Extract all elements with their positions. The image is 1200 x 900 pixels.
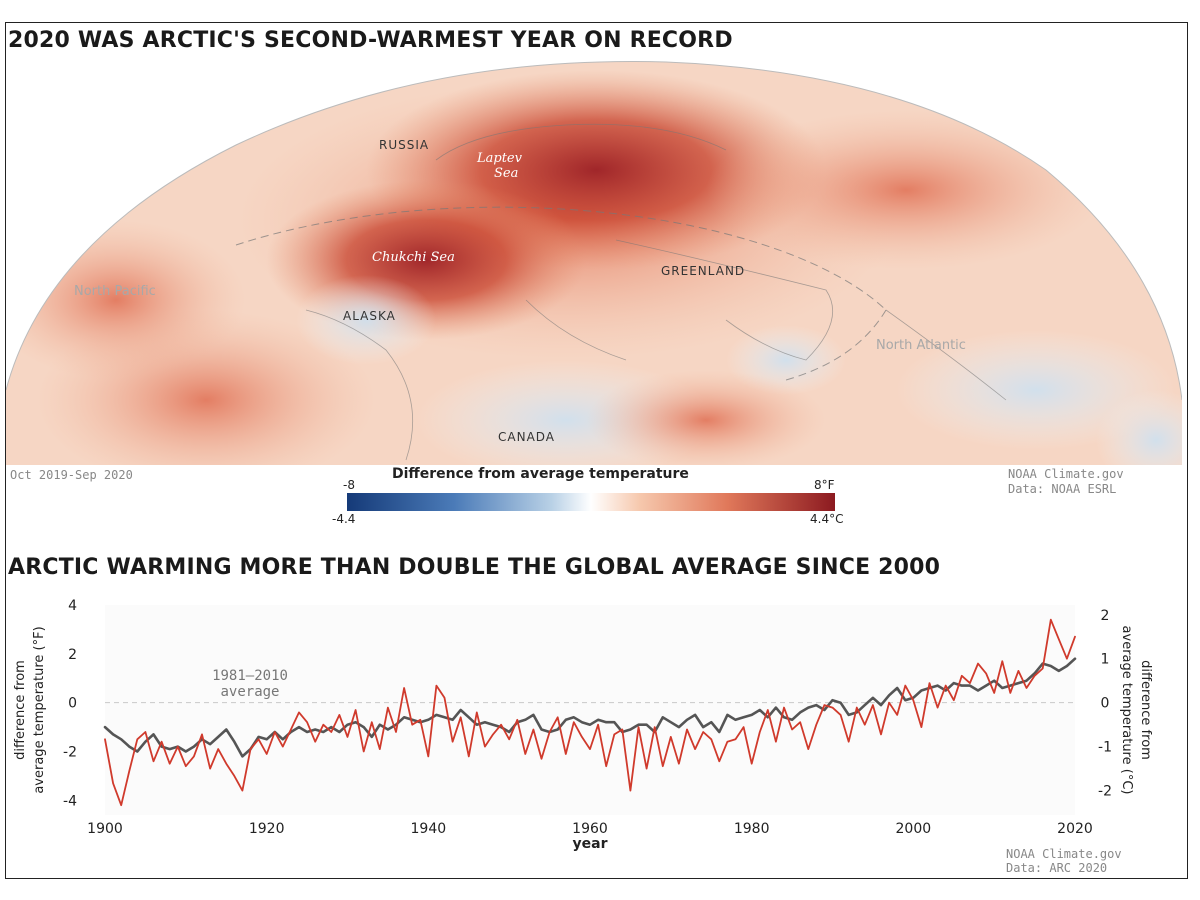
y-tick-right: 2 [1101,608,1110,624]
colorbar-title: Difference from average temperature [392,466,689,482]
label-chukchi: Chukchi Sea [372,250,455,265]
temperature-line-chart: 4 2 0 -2 -4 2 1 0 -1 -2 1900 1920 1940 1960 1980 2000… [13,598,1153,852]
map-title: 2020 WAS ARCTIC'S SECOND-WARMEST YEAR ON… [8,28,733,53]
y-axis-left-label-2: average temperature (°F) [32,626,47,793]
map-credit-data: Data: NOAA ESRL [1008,482,1117,496]
label-north-atlantic: North Atlantic [876,338,966,353]
label-laptev-1: Laptev [476,151,523,166]
label-north-pacific: North Pacific [74,284,156,299]
x-tick: 2000 [896,821,932,837]
y-tick-left: -2 [63,745,77,761]
colorbar-c-max: 4.4°C [810,512,844,526]
series-line-arctic [104,618,1076,807]
x-tick: 1960 [572,821,608,837]
x-tick: 1920 [249,821,285,837]
x-tick: 1940 [411,821,447,837]
label-laptev-2: Sea [494,166,518,181]
colorbar-c-min: -4.4 [332,512,356,526]
map-period: Oct 2019-Sep 2020 [10,468,133,482]
chart-credit-data: Data: ARC 2020 [1006,861,1108,875]
chart-title: ARCTIC WARMING MORE THAN DOUBLE THE GLOB… [8,555,941,580]
y-axis-right-label-1: difference from [1138,660,1153,760]
y-tick-left: 2 [68,647,77,663]
y-axis-left-label-1: difference from [13,660,28,760]
y-tick-left: -4 [63,793,77,809]
label-greenland: GREENLAND [661,264,745,278]
chart-credit-source: NOAA Climate.gov [1006,847,1122,861]
colorbar [347,493,835,511]
y-axis-right-label-2: average temperature (°C) [1119,626,1134,795]
y-tick-right: -2 [1098,784,1112,800]
baseline-label-1: 1981–2010 [212,668,288,684]
x-tick: 1900 [87,821,123,837]
y-tick-left: 4 [68,598,77,614]
colorbar-f-min: -8 [343,478,355,492]
colorbar-f-max: 8°F [814,478,835,492]
x-tick: 1980 [734,821,770,837]
y-tick-right: 1 [1101,652,1110,668]
series-line-global [103,657,1077,758]
baseline-label-2: average [220,684,279,700]
label-russia: RUSSIA [379,138,429,152]
plot-area [105,605,1075,815]
y-tick-left: 0 [68,696,77,712]
label-canada: CANADA [498,430,555,444]
arctic-temperature-map: RUSSIA Laptev Sea Chukchi Sea GREENLAND … [6,61,1182,465]
x-tick: 2020 [1057,821,1093,837]
map-credit-source: NOAA Climate.gov [1008,467,1124,481]
label-alaska: ALASKA [343,309,396,323]
y-tick-right: 0 [1101,696,1110,712]
x-axis-label: year [573,836,608,852]
y-tick-right: -1 [1098,740,1112,756]
